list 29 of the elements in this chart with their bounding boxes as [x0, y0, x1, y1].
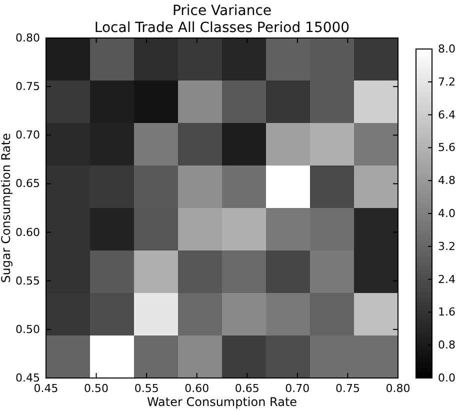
y-tick-label: 0.80: [16, 32, 40, 45]
color-bar-label: 2.4: [438, 272, 456, 286]
x-axis-title: Water Consumption Rate: [146, 395, 298, 409]
color-bar-label: 0.0: [438, 372, 456, 385]
y-tick-label: 0.70: [16, 128, 40, 142]
color-bar-label: 7.2: [438, 75, 456, 88]
x-tick-label: 0.80: [386, 382, 410, 395]
chart-title: Price Variance: [172, 3, 272, 19]
y-tick-label: 0.55: [16, 274, 40, 288]
color-bar-label: 6.4: [438, 108, 456, 122]
color-bar-label: 5.6: [438, 141, 456, 154]
y-axis-title: Sugar Consumption Rate: [0, 133, 13, 283]
chart-subtitle: Local Trade All Classes Period 15000: [94, 20, 350, 36]
y-tick-label: 0.60: [16, 226, 40, 239]
y-tick-label: 0.50: [16, 322, 40, 336]
x-tick-label: 0.60: [184, 382, 210, 395]
y-tick-label: 0.65: [16, 177, 40, 190]
color-bar-label: 8.0: [438, 42, 456, 56]
x-tick-label: 0.55: [134, 382, 159, 395]
color-bar-label: 3.2: [438, 240, 456, 253]
color-bar-label: 1.6: [438, 306, 456, 319]
x-tick-label: 0.75: [335, 382, 360, 395]
x-tick-label: 0.65: [234, 382, 260, 395]
color-bar-label: 4.8: [438, 174, 456, 188]
color-bar-label: 4.0: [438, 207, 456, 220]
x-tick-label: 0.70: [285, 382, 310, 395]
x-tick-label: 0.50: [84, 382, 109, 395]
color-bar-label: 0.8: [438, 338, 456, 352]
y-tick-label: 0.75: [16, 80, 40, 94]
